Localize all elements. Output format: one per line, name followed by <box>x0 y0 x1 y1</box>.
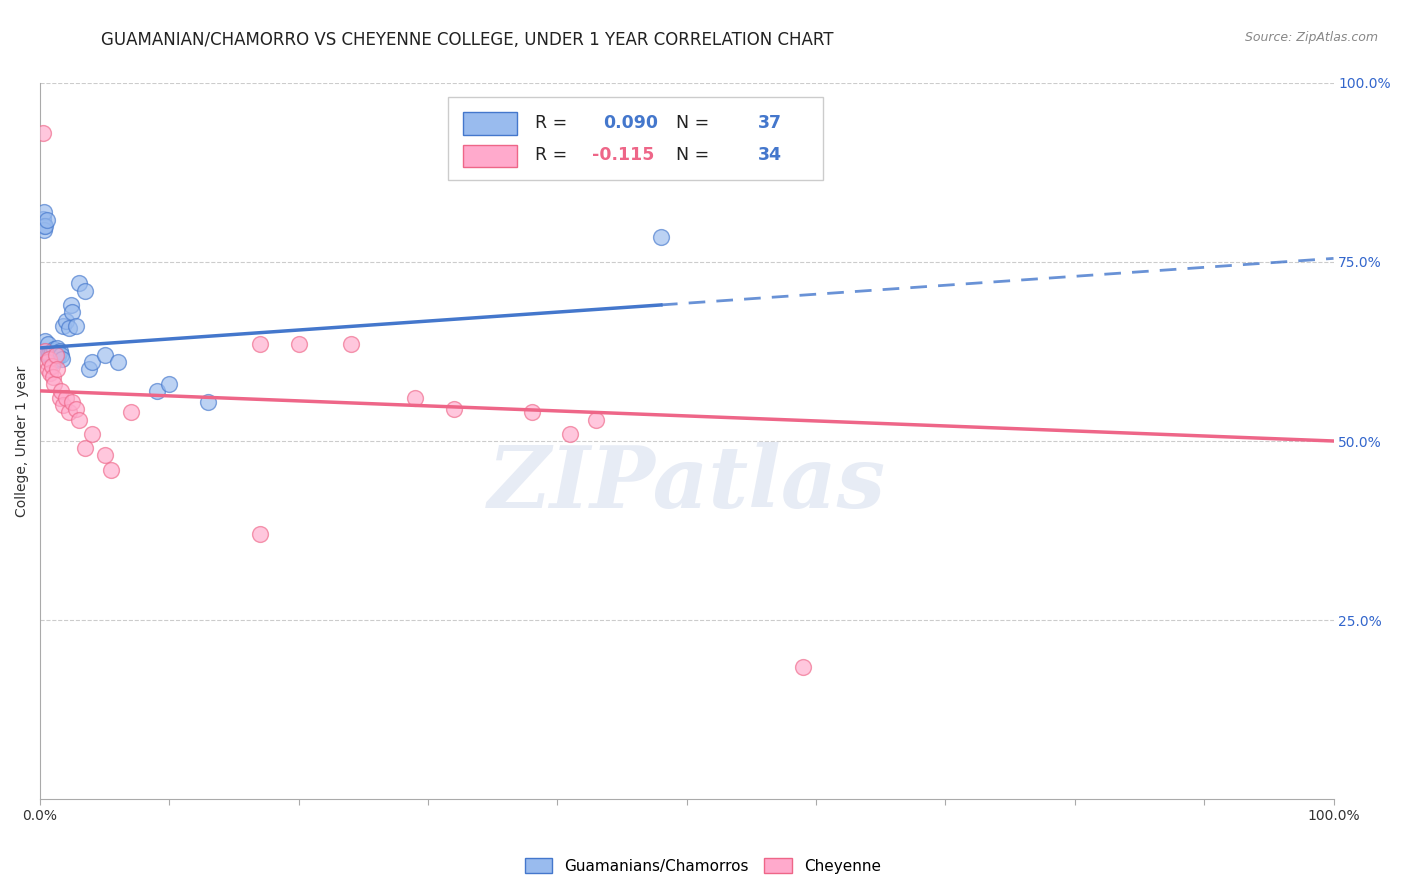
Point <box>45 348 67 362</box>
Text: R =: R = <box>536 114 574 132</box>
Text: GUAMANIAN/CHAMORRO VS CHEYENNE COLLEGE, UNDER 1 YEAR CORRELATION CHART: GUAMANIAN/CHAMORRO VS CHEYENNE COLLEGE, … <box>101 31 834 49</box>
Point <box>44 376 66 391</box>
Point <box>52 398 75 412</box>
Point <box>67 412 90 426</box>
Point <box>41 344 63 359</box>
Legend: Guamanians/Chamorros, Cheyenne: Guamanians/Chamorros, Cheyenne <box>519 852 887 880</box>
Text: 0.090: 0.090 <box>603 114 658 132</box>
Point <box>249 527 271 541</box>
Point <box>67 277 90 291</box>
Point <box>41 359 63 373</box>
Point <box>45 362 67 376</box>
Point <box>62 394 84 409</box>
Text: R =: R = <box>536 145 574 163</box>
Point <box>60 298 83 312</box>
Point <box>58 405 80 419</box>
Point <box>650 230 672 244</box>
Text: N =: N = <box>665 145 714 163</box>
FancyBboxPatch shape <box>447 97 823 179</box>
Point <box>52 319 75 334</box>
Point <box>32 204 55 219</box>
Point <box>75 284 97 298</box>
Point <box>49 384 72 398</box>
Point <box>792 659 814 673</box>
Point <box>48 344 70 359</box>
Point <box>75 441 97 455</box>
Point <box>65 319 87 334</box>
Bar <box>463 145 517 168</box>
Text: 37: 37 <box>758 114 782 132</box>
Text: ZIPatlas: ZIPatlas <box>488 442 886 525</box>
Point <box>42 369 65 384</box>
Point <box>55 391 77 405</box>
Point <box>288 337 311 351</box>
Point <box>65 401 87 416</box>
Point <box>560 426 582 441</box>
Point <box>94 448 117 462</box>
Point <box>100 463 122 477</box>
Point <box>42 355 65 369</box>
Point <box>197 394 219 409</box>
Point <box>58 321 80 335</box>
Point <box>62 305 84 319</box>
Point <box>39 350 62 364</box>
Point <box>145 384 167 398</box>
Text: 34: 34 <box>758 145 782 163</box>
Point <box>34 334 56 348</box>
Point <box>31 212 53 227</box>
Point <box>35 355 58 369</box>
Y-axis label: College, Under 1 year: College, Under 1 year <box>15 366 30 516</box>
Point <box>46 350 69 364</box>
Text: N =: N = <box>665 114 714 132</box>
Point <box>77 362 100 376</box>
Point <box>45 341 67 355</box>
Text: Source: ZipAtlas.com: Source: ZipAtlas.com <box>1244 31 1378 45</box>
Point <box>249 337 271 351</box>
Text: -0.115: -0.115 <box>592 145 655 163</box>
Point <box>159 376 181 391</box>
Point <box>45 351 67 366</box>
Point <box>585 412 607 426</box>
Point <box>49 348 72 362</box>
Point <box>37 362 59 376</box>
Point <box>32 223 55 237</box>
Point <box>34 344 56 359</box>
Point <box>44 343 66 357</box>
Point <box>34 219 56 234</box>
Point <box>39 366 62 380</box>
Point <box>107 355 129 369</box>
Point <box>520 405 543 419</box>
Point <box>339 337 361 351</box>
Point <box>80 426 103 441</box>
Point <box>51 351 73 366</box>
Point <box>37 337 59 351</box>
Point <box>80 355 103 369</box>
Point <box>32 219 55 234</box>
Point <box>94 348 117 362</box>
Point <box>443 401 465 416</box>
Point <box>35 213 58 227</box>
Point <box>38 351 60 366</box>
Bar <box>463 112 517 135</box>
Point <box>38 346 60 360</box>
Point <box>32 344 55 359</box>
Point <box>35 348 58 362</box>
Point <box>120 405 142 419</box>
Point <box>48 391 70 405</box>
Point <box>31 126 53 140</box>
Point <box>55 314 77 328</box>
Point <box>404 391 426 405</box>
